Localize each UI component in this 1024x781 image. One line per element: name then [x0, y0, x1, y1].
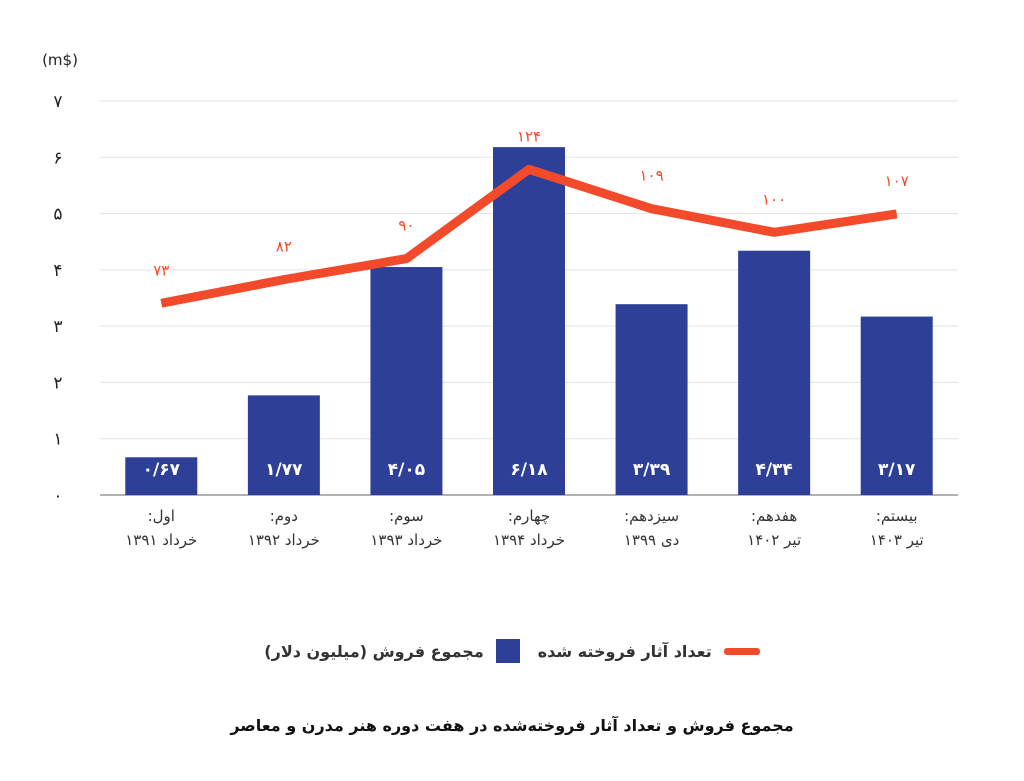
x-category-label: دی ۱۳۹۹ — [624, 531, 679, 549]
legend-item-bar: مجموع فروش (میلیون دلار) — [264, 639, 520, 663]
line-value-label: ۷۳ — [153, 261, 169, 279]
bar-value-label: ۴/۰۵ — [388, 460, 425, 480]
y-axis-unit: (m$) — [42, 51, 78, 69]
x-category-label: اول: — [148, 507, 175, 525]
line-value-label: ۹۰ — [398, 217, 414, 235]
legend-bar-swatch — [495, 639, 520, 663]
bar-value-label: ۳/۳۹ — [633, 460, 671, 480]
bar-value-labels: ۰/۶۷ ۱/۷۷ ۴/۰۵ ۶/۱۸ ۳/۳۹ ۴/۳۴ ۳/۱۷ — [143, 460, 916, 480]
y-tick-label: ۳ — [53, 317, 62, 337]
y-tick-label: ۰ — [53, 486, 62, 506]
bar — [125, 457, 198, 495]
chart-svg: ۰ ۱ ۲ ۳ ۴ ۵ ۶ ۷ (m$) ۰/۶۷ ۱/۷۷ ۴/۰۵ ۶/۱۸ ۳/۳۹ ۴/۳۴ ۳/… — [42, 51, 958, 549]
x-category-label: خرداد ۱۳۹۳ — [370, 531, 442, 549]
bar-value-label: ۴/۳۴ — [755, 460, 792, 480]
line-series — [160, 164, 898, 308]
line-value-label: ۸۲ — [276, 238, 292, 256]
x-category-label: خرداد ۱۳۹۴ — [493, 531, 565, 549]
x-category-label: تیر ۱۴۰۲ — [747, 531, 801, 549]
bar-series — [125, 147, 933, 495]
x-category-label: خرداد ۱۳۹۲ — [248, 531, 320, 549]
line-path — [160, 164, 898, 308]
x-category-label: چهارم: — [508, 507, 550, 525]
x-category-label: دوم: — [270, 507, 298, 525]
x-category-label: خرداد ۱۳۹۱ — [125, 531, 197, 549]
legend-bar-label: مجموع فروش (میلیون دلار) — [264, 641, 484, 661]
legend-line-label: تعداد آثار فروخته شده — [537, 641, 712, 661]
legend-line-swatch — [723, 647, 760, 655]
x-axis-categories: اول: خرداد ۱۳۹۱ دوم: خرداد ۱۳۹۲ سوم: خرداد ۱۳… — [125, 507, 923, 549]
line-value-labels: ۷۳ ۸۲ ۹۰ ۱۲۴ ۱۰۹ ۱۰۰ ۱۰۷ — [153, 127, 909, 279]
line-value-label: ۱۰۰ — [762, 190, 786, 208]
bar — [247, 395, 320, 495]
x-category-label: سیزدهم: — [624, 507, 679, 525]
bar — [493, 147, 565, 495]
y-tick-label: ۵ — [53, 205, 62, 225]
bar-value-label: ۶/۱۸ — [510, 460, 548, 480]
x-category-label: تیر ۱۴۰۳ — [870, 531, 924, 549]
bar-value-label: ۳/۱۷ — [878, 460, 916, 480]
bar — [860, 316, 933, 495]
legend: تعداد آثار فروخته شده مجموع فروش (میلیون… — [0, 636, 1024, 666]
y-tick-label: ۲ — [53, 373, 62, 393]
chart-title: مجموع فروش و تعداد آثار فروخته‌شده در هف… — [230, 716, 794, 735]
legend-item-line: تعداد آثار فروخته شده — [538, 642, 760, 661]
x-category-label: بیستم: — [876, 507, 918, 525]
y-tick-label: ۷ — [53, 92, 62, 112]
y-tick-label: ۱ — [53, 430, 62, 450]
x-category-label: سوم: — [389, 507, 424, 525]
bar — [615, 304, 688, 495]
bar-value-label: ۱/۷۷ — [265, 460, 303, 480]
line-value-label: ۱۲۴ — [517, 127, 541, 145]
bar-value-label: ۰/۶۷ — [143, 460, 181, 480]
x-category-label: هفدهم: — [751, 507, 797, 525]
y-tick-label: ۶ — [53, 148, 62, 168]
bar — [738, 250, 811, 495]
y-tick-label: ۴ — [53, 261, 62, 281]
bar — [370, 267, 443, 495]
line-value-label: ۱۰۹ — [639, 167, 663, 185]
y-axis: ۰ ۱ ۲ ۳ ۴ ۵ ۶ ۷ — [53, 92, 62, 506]
line-value-label: ۱۰۷ — [885, 172, 909, 190]
